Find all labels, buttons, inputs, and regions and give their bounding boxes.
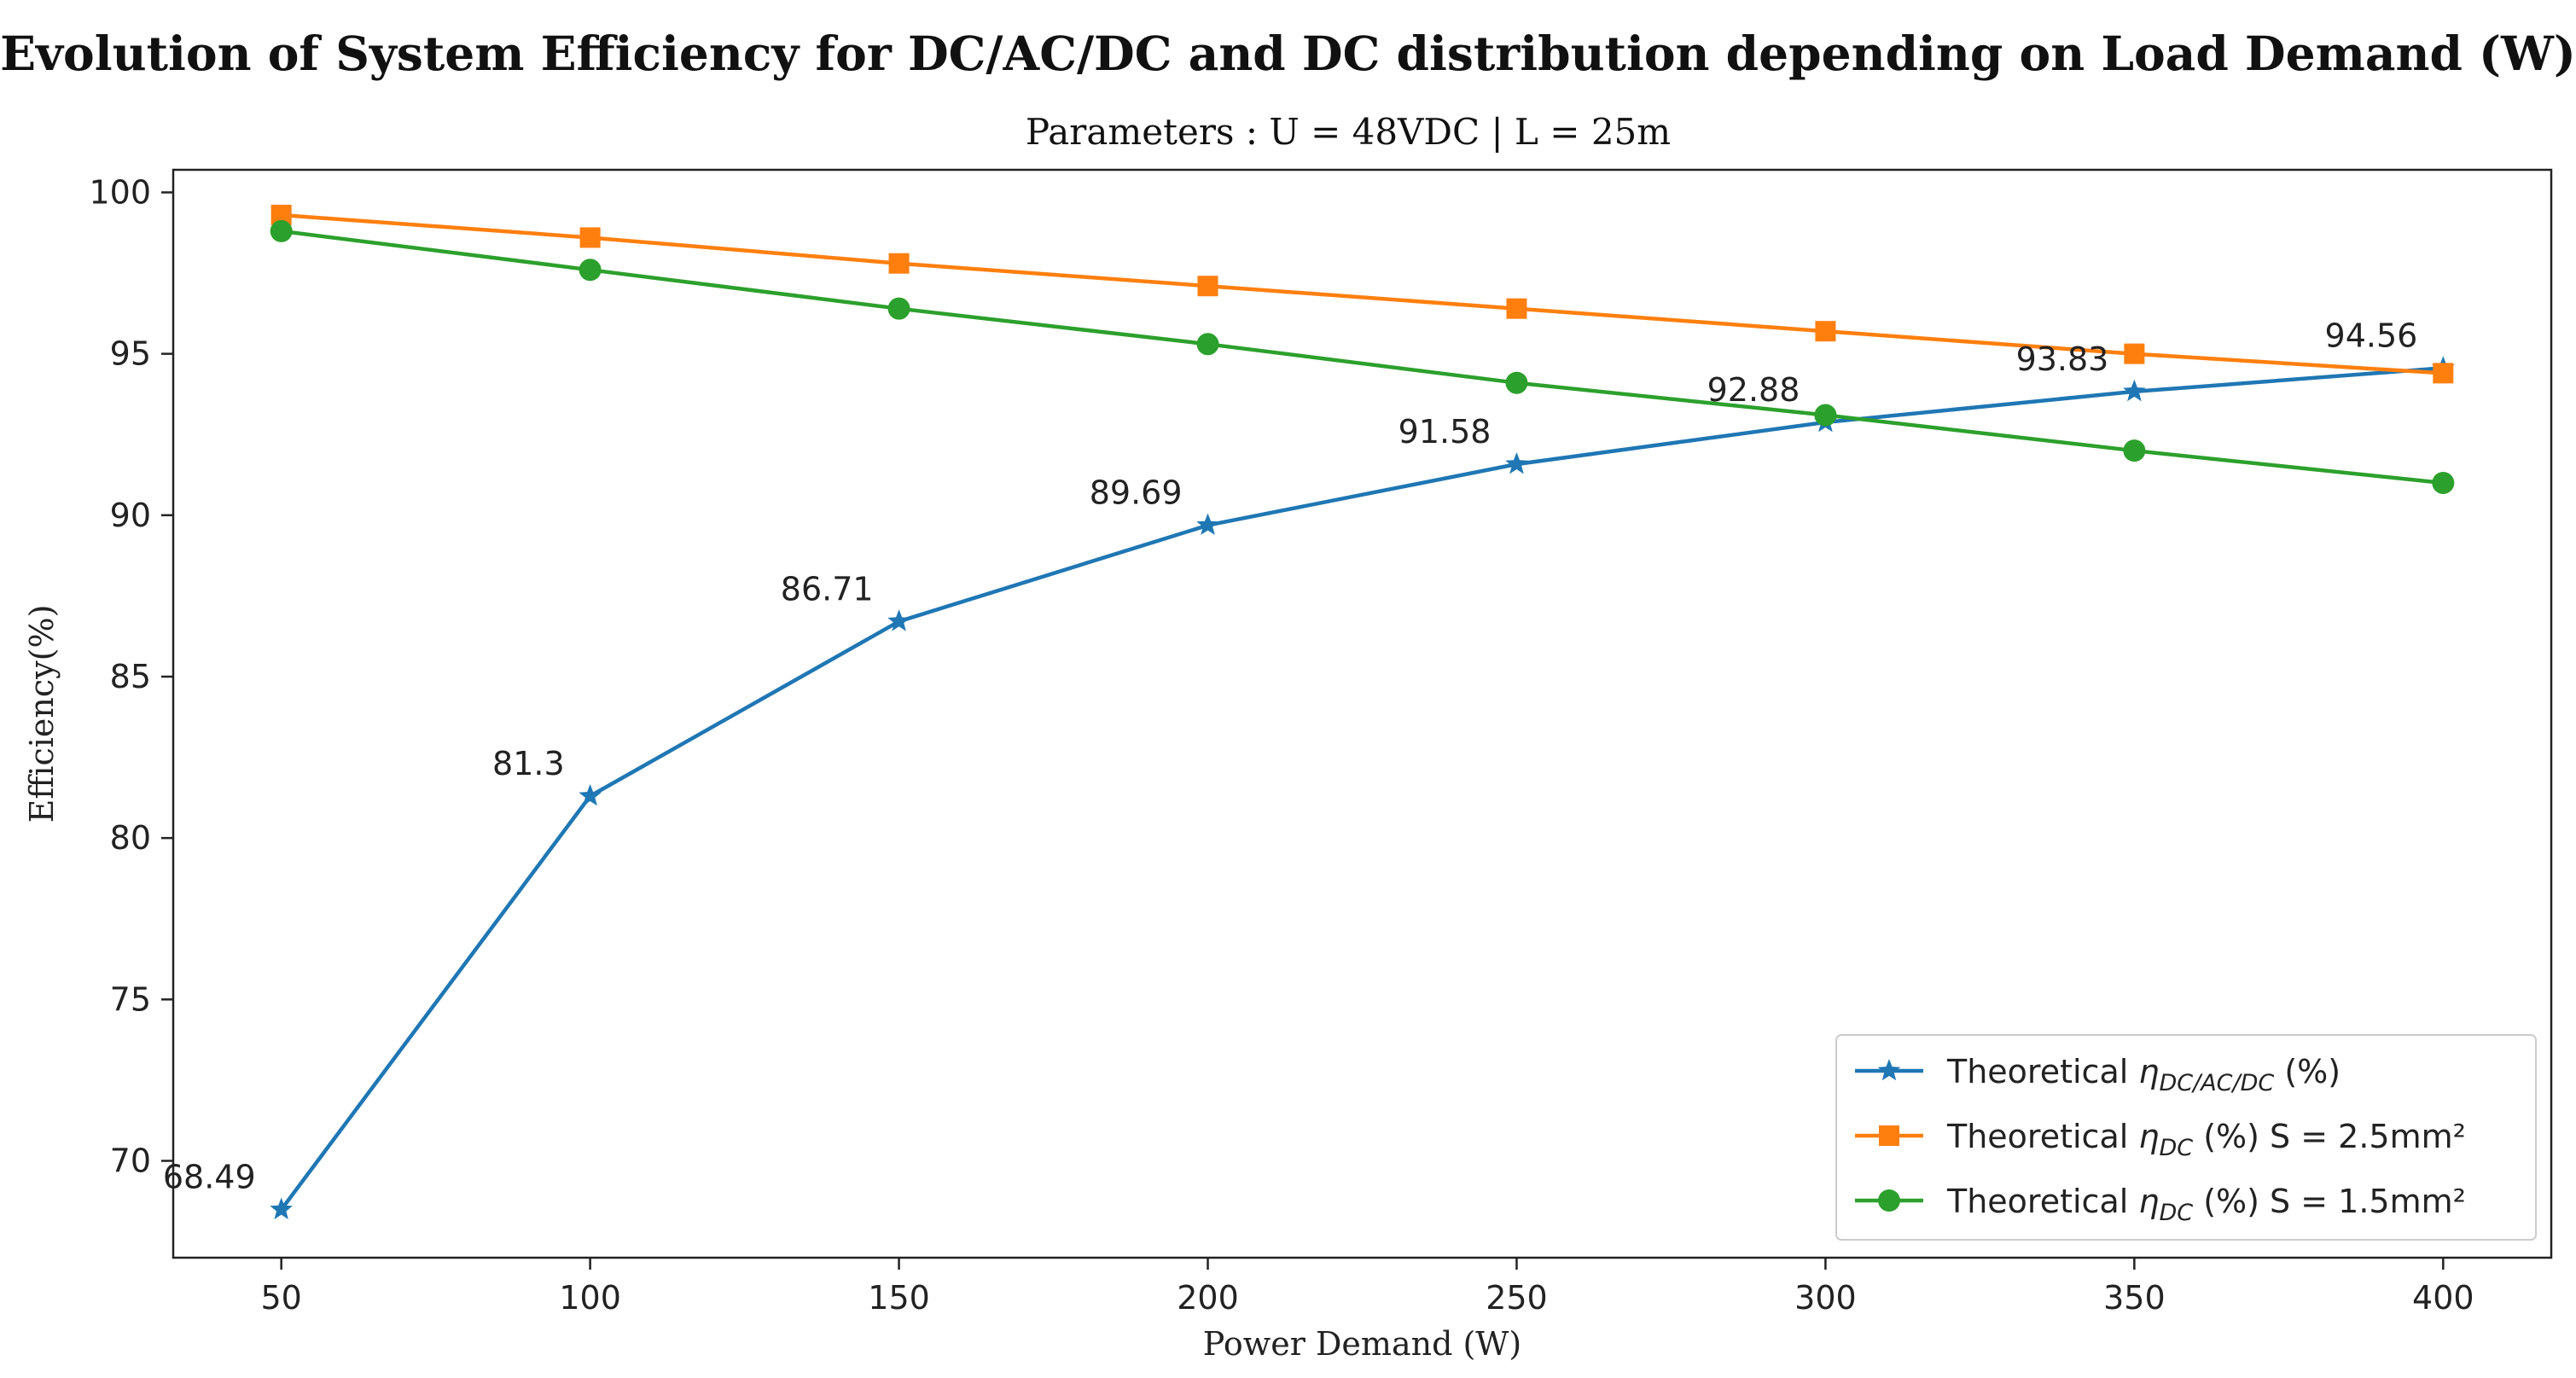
data-point-dcacdc	[887, 609, 910, 631]
data-point-dc25	[270, 204, 292, 225]
y-tick-label: 80	[110, 819, 151, 857]
legend-label-dcacdc: Theoretical ηDC/AC/DC (%)	[1946, 1053, 2340, 1096]
plot-frame	[172, 168, 2553, 1259]
data-point-dc25	[2433, 363, 2454, 384]
x-axis-label: Power Demand (W)	[1203, 1325, 1521, 1363]
data-point-dc25	[888, 253, 910, 274]
data-point-dc25	[579, 227, 601, 248]
data-point-dc15	[1196, 333, 1219, 356]
data-point-dcacdc	[1196, 513, 1219, 535]
series-dc15	[270, 219, 2455, 494]
x-tick-label: 50	[261, 1279, 302, 1317]
series-line-dc15	[281, 229, 2444, 485]
series-line-dc25	[281, 212, 2444, 375]
y-tick-label: 75	[110, 980, 151, 1018]
data-label: 93.83	[2016, 340, 2109, 378]
y-tick-label: 85	[110, 658, 151, 695]
legend-marker-dc15	[1878, 1189, 1900, 1212]
data-point-dc15	[1505, 371, 1528, 394]
data-point-dcacdc	[270, 1197, 293, 1219]
x-tick-label: 350	[2103, 1279, 2166, 1317]
x-tick-label: 300	[1794, 1279, 1857, 1317]
data-label: 94.56	[2325, 317, 2418, 354]
data-point-dc15	[1814, 404, 1837, 427]
data-label: 92.88	[1707, 371, 1800, 409]
series-line-dcacdc	[279, 366, 2444, 1211]
data-label: 89.69	[1090, 474, 1183, 512]
data-point-dc25	[1815, 321, 1836, 342]
y-tick-label: 100	[89, 173, 151, 211]
data-label: 81.3	[492, 745, 565, 782]
legend-marker-dcacdc	[1877, 1059, 1901, 1081]
x-tick-label: 150	[868, 1279, 930, 1317]
legend-label-dc25: Theoretical ηDC (%) S = 2.5mm²	[1946, 1118, 2466, 1161]
data-point-dc25	[1197, 276, 1218, 297]
x-tick-label: 100	[559, 1279, 621, 1317]
legend-label-dc15: Theoretical ηDC (%) S = 1.5mm²	[1946, 1183, 2466, 1226]
legend-marker-dc25	[1879, 1125, 1899, 1146]
x-tick-label: 400	[2412, 1279, 2474, 1317]
x-tick-label: 250	[1486, 1279, 1548, 1317]
data-point-dc25	[1506, 298, 1527, 319]
y-tick-label: 70	[110, 1142, 151, 1179]
data-label: 68.49	[163, 1159, 256, 1196]
data-point-dc15	[887, 297, 910, 320]
series-dc25	[270, 204, 2454, 384]
data-point-dcacdc	[1505, 452, 1528, 474]
data-point-dc15	[2432, 471, 2455, 494]
chart-title: Evolution of System Efficiency for DC/AC…	[0, 26, 2576, 81]
data-point-dcacdc	[579, 784, 602, 806]
y-tick-label: 95	[110, 335, 151, 373]
data-point-dc25	[2124, 343, 2145, 364]
data-label: 86.71	[781, 570, 874, 608]
data-point-dc15	[270, 219, 293, 242]
data-label: 91.58	[1398, 413, 1492, 451]
data-point-dc15	[2123, 439, 2146, 462]
legend-box	[1835, 1034, 2537, 1241]
x-tick-label: 200	[1177, 1279, 1239, 1317]
legend: Theoretical ηDC/AC/DC (%) Theoretical ηDC…	[1835, 1034, 2537, 1241]
data-point-dc15	[579, 259, 602, 282]
y-axis-label: Efficiency(%)	[23, 605, 61, 823]
chart-subtitle: Parameters : U = 48VDC | L = 25m	[1025, 111, 1672, 153]
y-tick-label: 90	[110, 497, 151, 534]
data-point-dcacdc	[2123, 379, 2146, 402]
